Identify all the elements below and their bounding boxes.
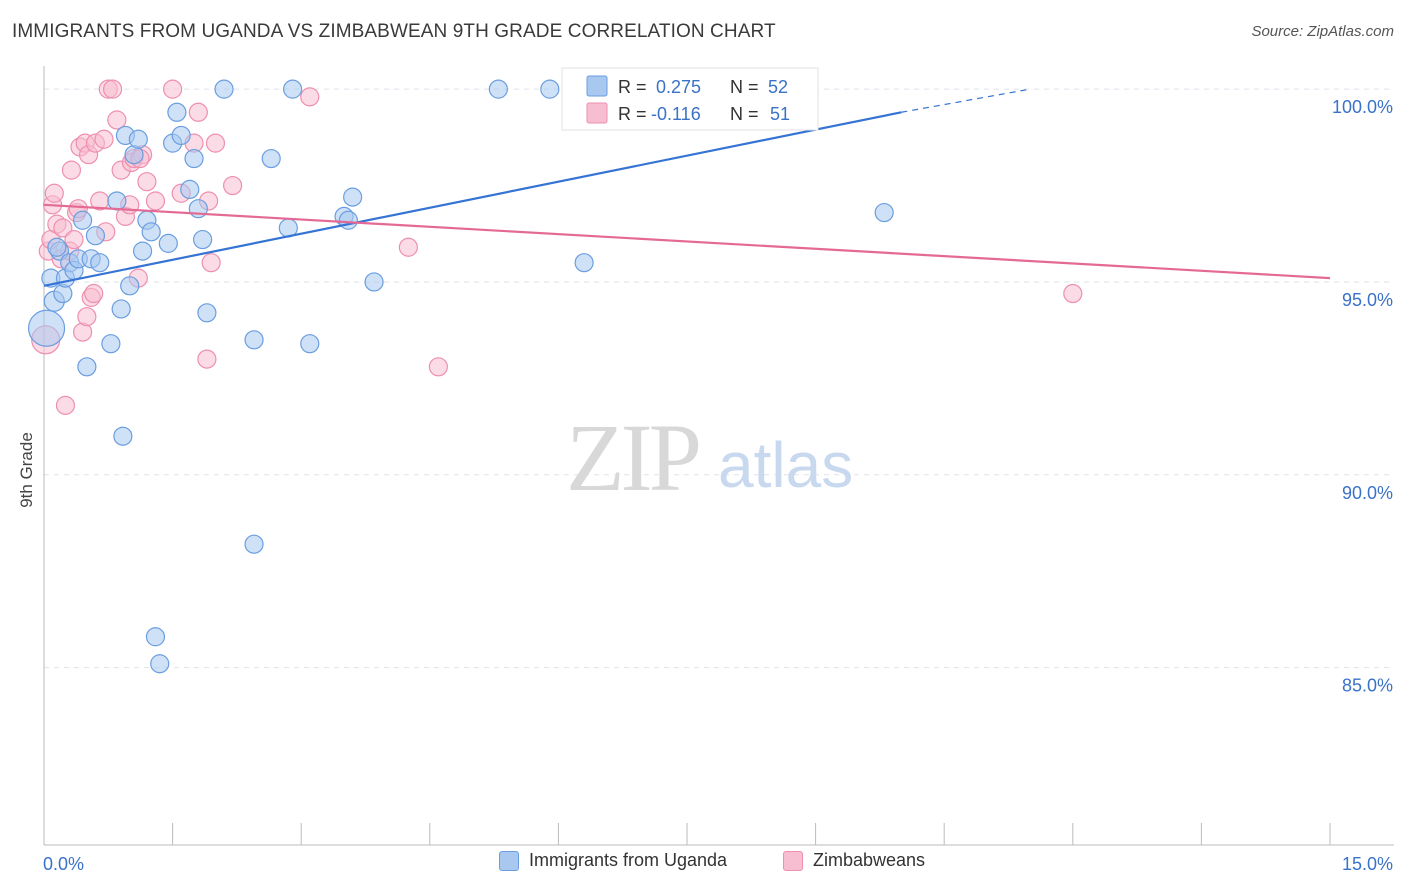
legend-n-label-uganda: N =: [730, 77, 759, 97]
uganda-point-39: [261, 148, 281, 169]
uganda-point-46: [364, 272, 384, 292]
zimbabweans-point-43: [205, 133, 226, 153]
legend-item-uganda: Immigrants from Uganda: [499, 850, 727, 871]
y-tick-label: 85.0%: [1342, 676, 1393, 696]
uganda-point-47: [488, 79, 508, 99]
uganda-point-49: [574, 253, 594, 273]
zimbabweans-point-42: [201, 253, 221, 273]
uganda-point-0: [27, 309, 66, 347]
uganda-point-36: [214, 79, 234, 99]
zimbabweans-point-48: [1063, 283, 1083, 304]
zimbabweans-point-11: [64, 229, 84, 250]
legend-label-uganda: Immigrants from Uganda: [529, 850, 728, 870]
zimbabweans-point-36: [163, 79, 183, 99]
x-tick-label: 15.0%: [1342, 854, 1393, 874]
zimbabweans-point-40: [197, 349, 217, 369]
uganda-point-10: [77, 357, 97, 377]
bottom-legend: Immigrants from Uganda Zimbabweans: [0, 850, 1406, 880]
trend-lines: [43, 88, 1331, 287]
y-tick-label: 95.0%: [1342, 290, 1393, 310]
uganda-point-51: [47, 237, 67, 257]
uganda-point-30: [171, 125, 191, 146]
uganda-point-38: [244, 534, 264, 554]
gridlines: [44, 88, 1394, 669]
zimbabweans-point-25: [102, 79, 123, 99]
trend-line-zimbabweans: [43, 203, 1331, 280]
zimbabweans-point-22: [94, 129, 114, 149]
top-legend: R = 0.275 N = 52 R = -0.116 N = 51: [561, 67, 819, 131]
uganda-point-13: [90, 253, 110, 273]
uganda-point-45: [343, 187, 363, 207]
uganda-point-50: [874, 202, 894, 223]
uganda-point-29: [167, 102, 187, 122]
legend-r-label-zimbabweans: R =: [618, 104, 647, 124]
uganda-point-25: [145, 627, 166, 647]
x-tick-label: 0.0%: [43, 854, 84, 874]
legend-n-value-zimbabweans: 51: [770, 104, 790, 124]
uganda-point-15: [107, 191, 127, 211]
y-tick-label: 90.0%: [1342, 483, 1393, 503]
legend-n-value-uganda: 52: [768, 77, 788, 97]
legend-r-value-uganda: 0.275: [656, 77, 701, 97]
legend-n-label-zimbabweans: N =: [730, 104, 759, 124]
watermark-atlas: atlas: [718, 429, 853, 501]
zimbabweans-point-35: [145, 191, 166, 211]
zimbabweans-point-34: [137, 172, 157, 192]
watermark-zip: ZIP: [566, 404, 699, 511]
zimbabweans-point-39: [188, 102, 208, 122]
zimbabweans-point-8: [55, 395, 76, 415]
zimbabweans-point-49: [84, 283, 104, 304]
uganda-point-22: [132, 241, 153, 261]
uganda-point-34: [193, 229, 213, 250]
uganda-point-35: [197, 303, 217, 323]
zimbabweans-point-45: [300, 87, 320, 107]
uganda-point-16: [111, 299, 131, 319]
uganda-point-17: [113, 426, 133, 446]
uganda-point-12: [85, 226, 106, 246]
axes: [43, 66, 1394, 846]
uganda-point-24: [141, 222, 161, 242]
uganda-point-37: [244, 330, 264, 350]
trend-line-uganda: [43, 111, 902, 287]
uganda-point-27: [158, 233, 178, 253]
uganda-point-19: [120, 276, 140, 296]
zimbabweans-point-10: [61, 160, 82, 180]
series-uganda-points: [27, 79, 894, 674]
zimbabweans-point-17: [77, 307, 97, 327]
legend-swatch-zimbabweans: [586, 102, 608, 124]
zimbabweans-point-7: [53, 218, 73, 238]
uganda-point-41: [283, 79, 303, 99]
y-tick-label: 100.0%: [1332, 97, 1393, 117]
legend-label-zimbabweans: Zimbabweans: [813, 850, 926, 870]
chart-title: IMMIGRANTS FROM UGANDA VS ZIMBABWEAN 9TH…: [12, 21, 776, 42]
uganda-point-42: [300, 334, 320, 354]
zimbabweans-point-4: [44, 183, 64, 203]
zimbabweans-point-47: [428, 357, 448, 377]
uganda-point-14: [101, 334, 121, 354]
source-attribution: Source: ZipAtlas.com: [1251, 23, 1394, 40]
uganda-point-48: [540, 79, 560, 99]
uganda-point-26: [150, 654, 170, 674]
legend-swatch-uganda: [586, 75, 608, 97]
zimbabweans-point-26: [107, 110, 127, 130]
uganda-point-21: [128, 129, 148, 149]
legend-item-zimbabweans: Zimbabweans: [783, 850, 925, 871]
legend-swatch-zimbabweans-bottom: [783, 850, 803, 871]
zimbabweans-point-44: [223, 175, 243, 196]
zimbabweans-point-46: [398, 237, 418, 257]
uganda-point-32: [184, 148, 204, 169]
legend-r-value-zimbabweans: -0.116: [651, 104, 701, 124]
uganda-point-9: [72, 210, 93, 230]
uganda-point-31: [180, 179, 200, 200]
legend-swatch-uganda-bottom: [499, 850, 519, 871]
tick-labels: 100.0% 95.0% 90.0% 85.0% 0.0% 15.0%: [43, 97, 1393, 874]
trend-line-uganda-extension: [901, 88, 1031, 113]
legend-r-label-uganda: R =: [618, 77, 647, 97]
